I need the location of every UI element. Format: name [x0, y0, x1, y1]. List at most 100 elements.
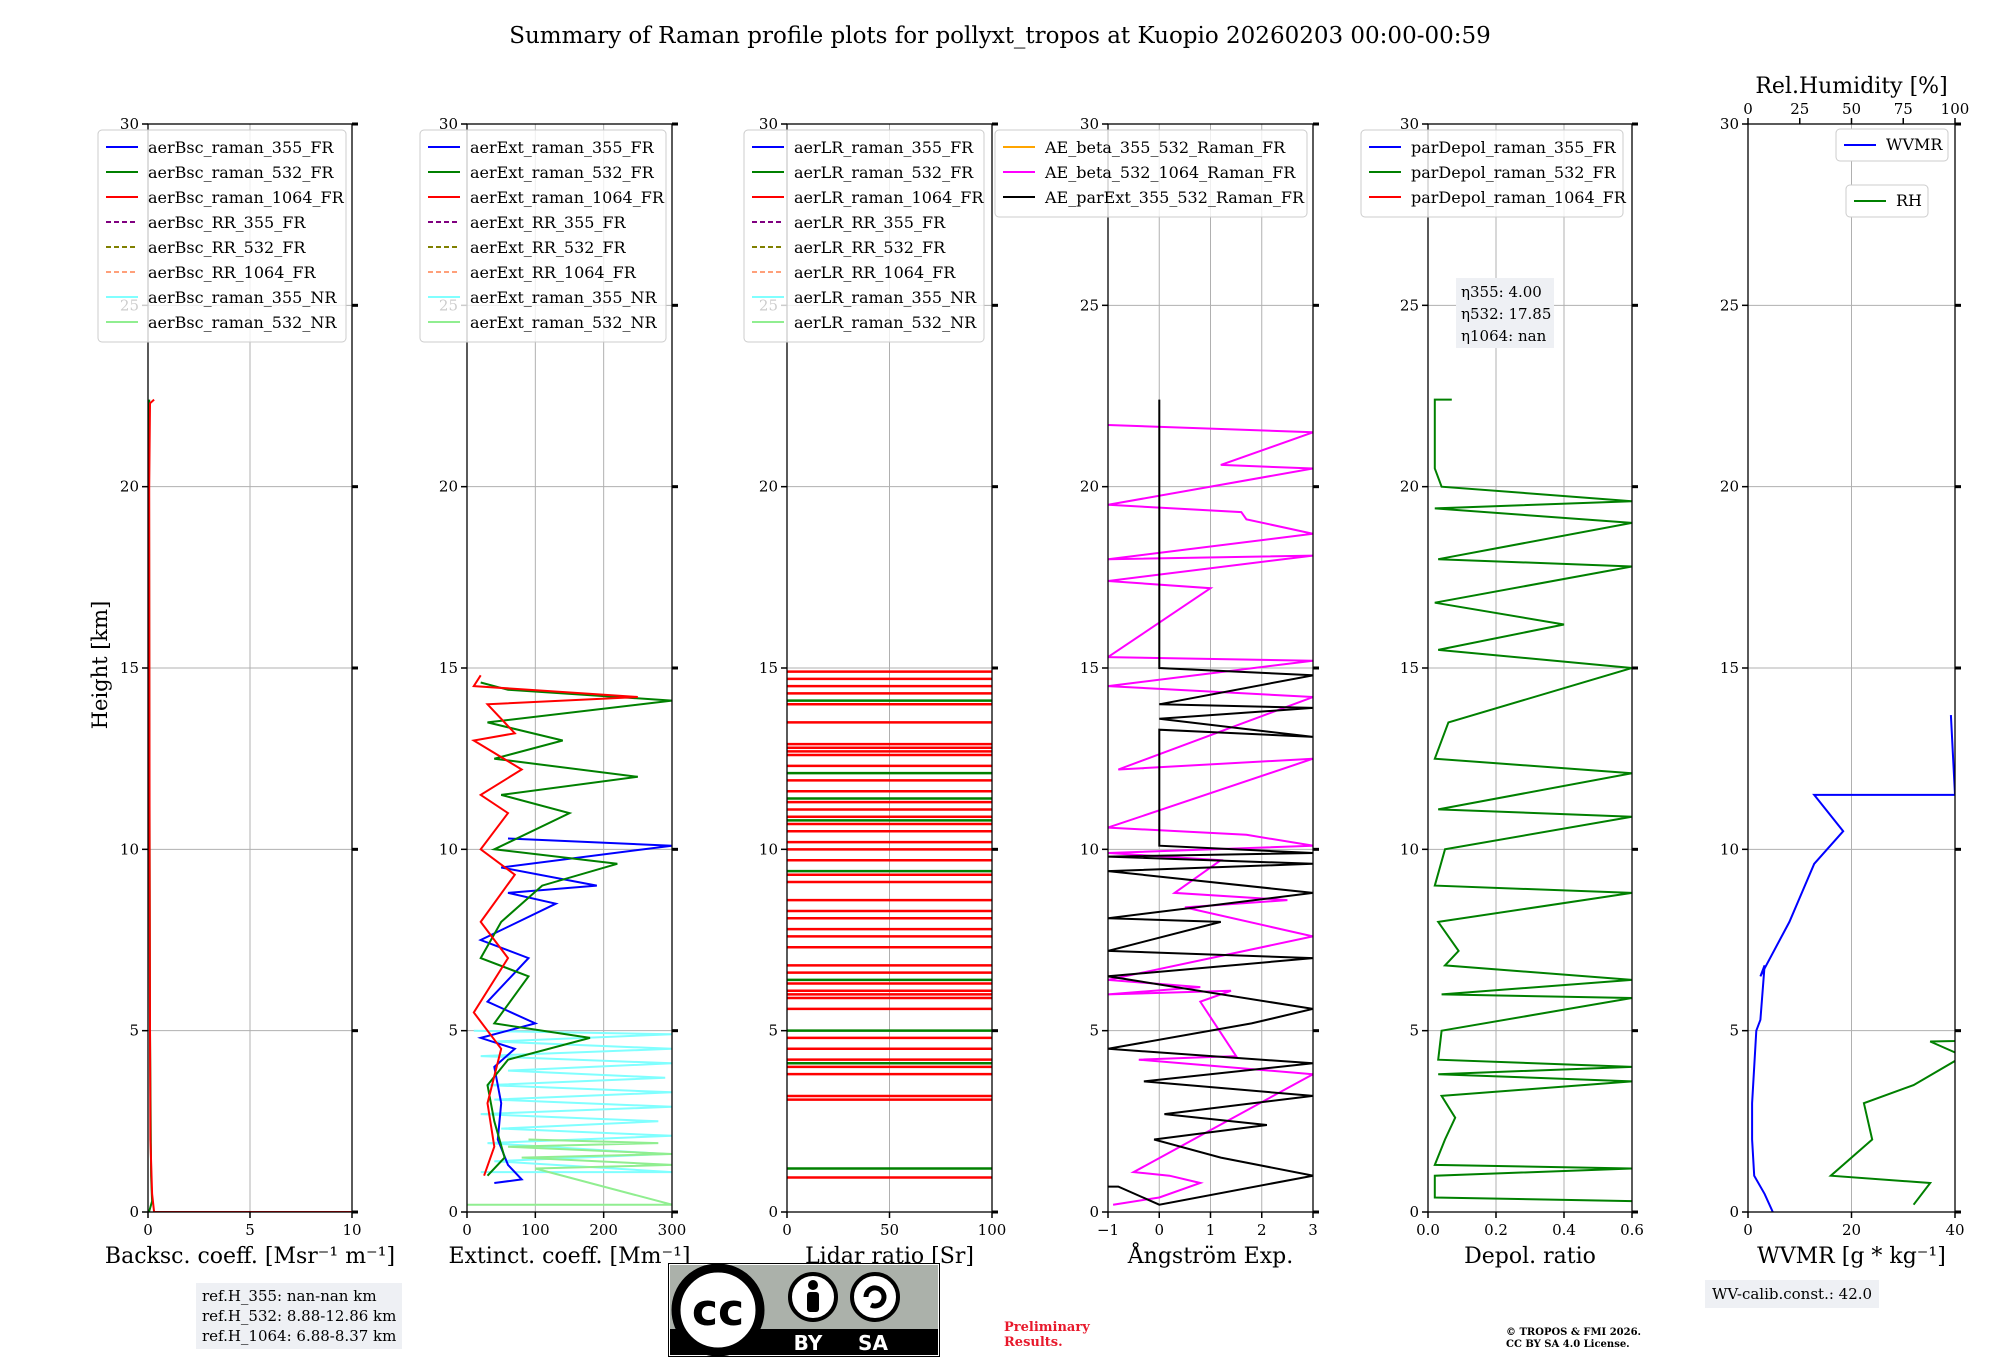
x-tick-label: 0: [143, 1221, 153, 1239]
legend-label: aerLR_RR_355_FR: [794, 213, 946, 232]
x2-tick-label: 0: [1743, 100, 1753, 118]
y-tick-label: 30: [1400, 115, 1419, 133]
y-tick-label: 20: [1720, 478, 1739, 496]
x-tick-label: 3: [1308, 1221, 1318, 1239]
y-tick-label: 30: [120, 115, 139, 133]
x-tick-label: 40: [1945, 1221, 1964, 1239]
legend-label: aerBsc_raman_355_NR: [148, 288, 337, 307]
x-tick-label: 0: [782, 1221, 792, 1239]
legend-box: [419, 129, 667, 343]
x-tick-label: 1: [1206, 1221, 1216, 1239]
legend-label: aerExt_raman_532_FR: [470, 163, 655, 182]
series-line-AE_beta_532_1064_Raman_FR: [1108, 424, 1313, 1206]
legend-label: AE_parExt_355_532_Raman_FR: [1044, 188, 1305, 207]
cc-circle-icon: [671, 1263, 765, 1357]
x-axis-label: Backsc. coeff. [Msr⁻¹ m⁻¹]: [105, 1244, 395, 1269]
ref-height-532: ref.H_532: 8.88-12.86 km: [202, 1307, 397, 1325]
legend-label: aerLR_raman_355_FR: [794, 138, 974, 157]
y-tick-label: 15: [120, 659, 139, 677]
legend-box: [743, 129, 985, 343]
legend-label: aerExt_raman_532_NR: [470, 313, 658, 332]
x-tick-label: 2: [1257, 1221, 1267, 1239]
y-tick-label: 5: [129, 1022, 139, 1040]
x2-tick-label: 25: [1790, 100, 1809, 118]
sa-recycle-icon: [850, 1272, 900, 1322]
y-tick-label: 10: [1400, 840, 1419, 858]
legend-label: aerExt_RR_1064_FR: [470, 263, 637, 282]
axes-frame: [147, 123, 353, 1213]
y-tick-label: 25: [1400, 296, 1419, 314]
x2-tick-label: 100: [1941, 100, 1970, 118]
y-tick-label: 5: [448, 1022, 458, 1040]
legend-label: aerLR_raman_355_NR: [794, 288, 977, 307]
legend-label: aerBsc_raman_532_NR: [148, 313, 337, 332]
y-tick-label: 0: [1089, 1203, 1099, 1221]
legend-label: aerBsc_raman_1064_FR: [148, 188, 345, 207]
y-tick-label: 10: [439, 840, 458, 858]
panel-ext: 0510152025300100200300Extinct. coeff. [M…: [419, 115, 691, 1269]
series-line-WVMR: [1751, 715, 1955, 1212]
x-tick-label: 10: [342, 1221, 361, 1239]
x2-tick-label: 75: [1894, 100, 1913, 118]
series-group: [1433, 398, 1632, 1203]
y-tick-label: 20: [120, 478, 139, 496]
legend: parDepol_raman_355_FR parDepol_raman_532_…: [1360, 129, 1627, 218]
axes-frame: [466, 123, 673, 1213]
series-line-aerBsc_raman_1064_FR: [148, 398, 352, 1212]
legend-label: aerLR_RR_1064_FR: [794, 263, 956, 282]
legend-label: aerExt_raman_1064_FR: [470, 188, 665, 207]
by-person-head: [808, 1280, 818, 1290]
cc-by-sa-badge: cc BY SA: [668, 1263, 940, 1357]
x-tick-label: 0.4: [1552, 1221, 1576, 1239]
y-tick-label: 5: [1729, 1022, 1739, 1040]
panels: 0510152025300510Backsc. coeff. [Msr⁻¹ m⁻…: [97, 74, 1970, 1269]
x-tick-label: 0: [462, 1221, 472, 1239]
legend-label: aerBsc_RR_355_FR: [148, 213, 306, 232]
legend-label: aerLR_raman_532_NR: [794, 313, 977, 332]
x-axis-label: Ångström Exp.: [1127, 1241, 1293, 1269]
legend: WVMR: [1835, 128, 1949, 162]
legend-box: [994, 129, 1308, 218]
y-tick-label: 15: [1400, 659, 1419, 677]
y-tick-label: 10: [1720, 840, 1739, 858]
x-axis-label: Extinct. coeff. [Mm⁻¹]: [448, 1244, 690, 1269]
x-tick-label: 0.0: [1416, 1221, 1440, 1239]
legend-label: aerBsc_RR_532_FR: [148, 238, 306, 257]
axes-frame: [786, 123, 993, 1213]
x-axis-label: Depol. ratio: [1464, 1244, 1596, 1269]
ref-height-1064: ref.H_1064: 6.88-8.37 km: [202, 1327, 397, 1345]
preliminary-line-2: Results.: [1004, 1335, 1063, 1350]
legend-box: [97, 129, 347, 343]
y-tick-label: 10: [1080, 840, 1099, 858]
cc-sa-label: SA: [858, 1331, 888, 1355]
x-tick-label: 20: [1842, 1221, 1861, 1239]
eta-532: η532: 17.85: [1461, 305, 1551, 323]
legend-box: [1845, 184, 1929, 218]
wv-calibration-box: WV-calib.const.: 42.0: [1705, 1280, 1880, 1308]
legend: aerExt_raman_355_FR aerExt_raman_532_FRae…: [419, 129, 667, 343]
panel-bsc: 0510152025300510Backsc. coeff. [Msr⁻¹ m⁻…: [97, 115, 395, 1269]
x-tick-label: 100: [978, 1221, 1007, 1239]
legend-label: aerExt_RR_532_FR: [470, 238, 627, 257]
y-tick-label: 20: [1080, 478, 1099, 496]
legend: aerBsc_raman_355_FR aerBsc_raman_532_FRae…: [97, 129, 347, 343]
legend-label: aerLR_raman_532_FR: [794, 163, 974, 182]
y-tick-label: 20: [1400, 478, 1419, 496]
y-tick-label: 5: [1409, 1022, 1419, 1040]
series-line-aerExt_raman_532_NR: [467, 1138, 672, 1206]
x-tick-label: 200: [589, 1221, 618, 1239]
series-line-aerExt_raman_532_FR: [479, 681, 672, 1177]
y-tick-label: 15: [439, 659, 458, 677]
wv-calibration-text: WV-calib.const.: 42.0: [1712, 1285, 1873, 1303]
y-tick-label: 0: [768, 1203, 778, 1221]
copyright-line-2: CC BY SA 4.0 License.: [1506, 1339, 1630, 1350]
x-tick-label: −1: [1097, 1221, 1119, 1239]
figure-title: Summary of Raman profile plots for polly…: [509, 23, 1491, 49]
reference-height-box: ref.H_355: nan-nan km ref.H_532: 8.88-12…: [196, 1283, 403, 1349]
y-tick-label: 10: [120, 840, 139, 858]
axes-frame: [1107, 123, 1314, 1213]
x-tick-label: 300: [658, 1221, 687, 1239]
